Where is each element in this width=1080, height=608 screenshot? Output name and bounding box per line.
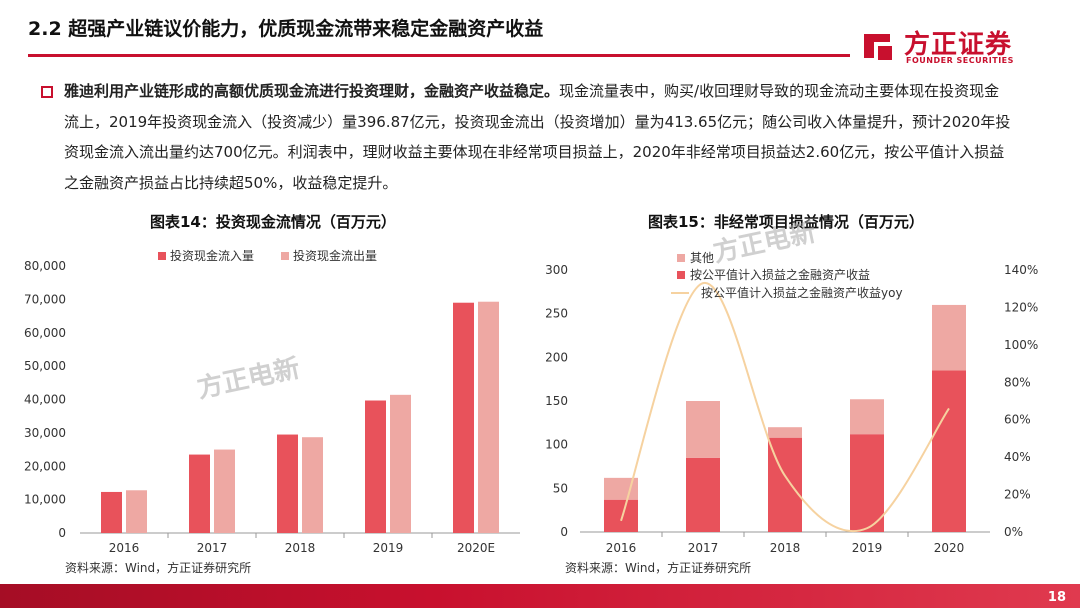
- chart15-nonrecurring-items: 0 50 100 150 200 250 300 0% 20% 40% 60% 80% 100% 120%…: [545, 251, 1038, 575]
- legend-swatch: [158, 252, 166, 260]
- y-right-tick-label: 140%: [1004, 263, 1038, 277]
- y-tick-label: 20,000: [24, 459, 66, 473]
- y-tick-label: 60,000: [24, 326, 66, 340]
- y-right-tick-label: 0%: [1004, 525, 1023, 539]
- logo-subtitle: FOUNDER SECURITIES: [906, 56, 1014, 65]
- y-tick-label: 200: [545, 350, 568, 364]
- bar-inflow: [189, 454, 210, 533]
- body-text: 现金流量表中，购买/收回理财导致的现金流动主要体现在投资现金流上，2019年投资…: [64, 82, 1011, 192]
- y-tick-label: 0: [58, 526, 66, 540]
- legend-label: 按公平值计入损益之金融资产收益yoy: [701, 285, 903, 300]
- bar-outflow: [390, 394, 411, 533]
- legend-swatch: [677, 254, 685, 262]
- y-tick-label: 10,000: [24, 493, 66, 507]
- bar-outflow: [126, 490, 147, 533]
- logo-mark-icon: [864, 34, 892, 60]
- x-tick-label: 2019: [373, 541, 404, 555]
- y-tick-label: 50: [553, 481, 568, 495]
- bullet-square-icon: [41, 86, 53, 98]
- x-tick-label: 2016: [606, 541, 637, 555]
- bar-other: [932, 304, 966, 371]
- legend-label: 其他: [690, 251, 714, 265]
- bar-inflow: [277, 434, 298, 533]
- bar-fv-income: [932, 370, 966, 532]
- logo-text: 方正证券: [904, 30, 1013, 60]
- y-right-tick-label: 40%: [1004, 450, 1031, 464]
- legend-label: 投资现金流出量: [293, 248, 377, 263]
- x-tick-label: 2018: [770, 541, 801, 555]
- page-number: 18: [1047, 590, 1066, 605]
- y-tick-label: 0: [560, 525, 568, 539]
- bar-inflow: [453, 302, 474, 533]
- y-tick-label: 80,000: [24, 259, 66, 273]
- bar-other: [686, 401, 720, 458]
- x-tick-label: 2019: [852, 541, 883, 555]
- x-tick-label: 2017: [197, 541, 228, 555]
- y-tick-label: 300: [545, 263, 568, 277]
- x-tick-label: 2020E: [457, 541, 495, 555]
- legend-label: 按公平值计入损益之金融资产收益: [690, 267, 870, 282]
- y-right-tick-label: 100%: [1004, 338, 1038, 352]
- x-tick-label: 2018: [285, 541, 316, 555]
- y-right-tick-label: 60%: [1004, 413, 1031, 427]
- bar-fv-income: [850, 434, 884, 532]
- bar-other: [850, 399, 884, 435]
- x-tick-label: 2017: [688, 541, 719, 555]
- line-fv-income-yoy: [620, 282, 950, 533]
- title-divider: [28, 54, 850, 57]
- bar-fv-income: [604, 499, 638, 532]
- bar-inflow: [365, 400, 386, 533]
- x-tick-label: 2020: [934, 541, 965, 555]
- y-tick-label: 70,000: [24, 292, 66, 306]
- bar-outflow: [478, 301, 499, 533]
- y-tick-label: 150: [545, 394, 568, 408]
- legend-label: 投资现金流入量: [170, 248, 254, 263]
- y-right-tick-label: 120%: [1004, 300, 1038, 314]
- footer-bar: [0, 584, 1080, 608]
- legend-swatch: [677, 271, 685, 279]
- chart-source: 资料来源：Wind，方正证券研究所: [565, 560, 751, 575]
- chart14-investment-cashflow: 0 10,000 20,000 30,000 40,000 50,000 60,000 70,…: [24, 248, 520, 575]
- body-lead: 雅迪利用产业链形成的高额优质现金流进行投资理财，金融资产收益稳定。: [64, 82, 560, 100]
- bar-fv-income: [686, 457, 720, 532]
- body-paragraph: 雅迪利用产业链形成的高额优质现金流进行投资理财，金融资产收益稳定。现金流量表中，…: [64, 76, 1014, 198]
- y-tick-label: 30,000: [24, 426, 66, 440]
- y-right-tick-label: 80%: [1004, 375, 1031, 389]
- x-tick-label: 2016: [109, 541, 140, 555]
- y-right-tick-label: 20%: [1004, 488, 1031, 502]
- y-tick-label: 50,000: [24, 359, 66, 373]
- bar-outflow: [214, 449, 235, 533]
- y-tick-label: 250: [545, 307, 568, 321]
- bar-outflow: [302, 437, 323, 533]
- bar-inflow: [101, 491, 122, 533]
- bar-other: [768, 427, 802, 438]
- page-title: 2.2 超强产业链议价能力，优质现金流带来稳定金融资产收益: [28, 18, 544, 40]
- legend-swatch: [281, 252, 289, 260]
- y-tick-label: 40,000: [24, 393, 66, 407]
- chart-source: 资料来源：Wind，方正证券研究所: [65, 560, 251, 575]
- chart15-title: 图表15：非经常项目损益情况（百万元）: [648, 213, 924, 231]
- chart14-title: 图表14：投资现金流情况（百万元）: [150, 213, 396, 231]
- y-tick-label: 100: [545, 438, 568, 452]
- brand-logo: 方正证券 FOUNDER SECURITIES: [860, 26, 1050, 68]
